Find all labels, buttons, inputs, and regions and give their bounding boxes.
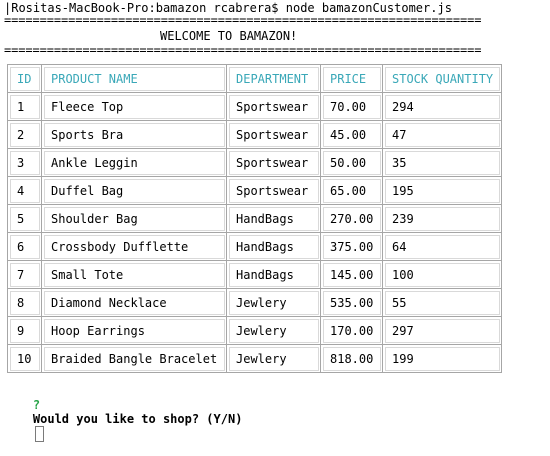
- header-stock-quantity: STOCK QUANTITY: [382, 64, 502, 93]
- cell-stock-quantity: 199: [382, 344, 502, 373]
- cell-id: 6: [7, 232, 42, 261]
- shop-question-text: Would you like to shop? (Y/N): [32, 412, 243, 426]
- cell-product-name: Crossbody Dufflette: [41, 232, 227, 261]
- cell-stock-quantity: 239: [382, 204, 502, 233]
- cell-product-name: Ankle Leggin: [41, 148, 227, 177]
- cell-price: 375.00: [320, 232, 383, 261]
- cell-product-name: Small Tote: [41, 260, 227, 289]
- cell-price: 535.00: [320, 288, 383, 317]
- cell-id: 7: [7, 260, 42, 289]
- table-row: 9 Hoop Earrings Jewlery 170.00 297: [7, 316, 502, 345]
- cell-id: 10: [7, 344, 42, 373]
- cell-price: 65.00: [320, 176, 383, 205]
- header-department: DEPARTMENT: [226, 64, 321, 93]
- cell-department: Sportswear: [226, 148, 321, 177]
- table-row: 8 Diamond Necklace Jewlery 535.00 55: [7, 288, 502, 317]
- cell-product-name: Braided Bangle Bracelet: [41, 344, 227, 373]
- table-row: 4 Duffel Bag Sportswear 65.00 195: [7, 176, 502, 205]
- cell-id: 1: [7, 92, 42, 121]
- text-cursor[interactable]: [34, 426, 44, 442]
- cell-price: 818.00: [320, 344, 383, 373]
- table-row: 1 Fleece Top Sportswear 70.00 294: [7, 92, 502, 121]
- header-price: PRICE: [320, 64, 383, 93]
- table-body: 1 Fleece Top Sportswear 70.00 294 2 Sports Bra…: [7, 92, 502, 373]
- cell-stock-quantity: 55: [382, 288, 502, 317]
- cell-department: Jewlery: [226, 344, 321, 373]
- cell-department: Sportswear: [226, 92, 321, 121]
- cell-stock-quantity: 47: [382, 120, 502, 149]
- cell-product-name: Diamond Necklace: [41, 288, 227, 317]
- products-table: ID PRODUCT NAME DEPARTMENT PRICE STOCK Q…: [7, 64, 502, 373]
- separator-top: ========================================…: [4, 13, 482, 27]
- table-row: 10 Braided Bangle Bracelet Jewlery 818.00 19…: [7, 344, 502, 373]
- cell-department: Jewlery: [226, 288, 321, 317]
- cell-stock-quantity: 64: [382, 232, 502, 261]
- cell-price: 50.00: [320, 148, 383, 177]
- header-product-name: PRODUCT NAME: [41, 64, 227, 93]
- shell-command-line: |Rositas-MacBook-Pro:bamazon rcabrera$ n…: [4, 1, 452, 15]
- table-row: 2 Sports Bra Sportswear 45.00 47: [7, 120, 502, 149]
- cell-product-name: Shoulder Bag: [41, 204, 227, 233]
- cell-stock-quantity: 297: [382, 316, 502, 345]
- cell-stock-quantity: 195: [382, 176, 502, 205]
- table-row: 7 Small Tote HandBags 145.00 100: [7, 260, 502, 289]
- question-mark: ?: [32, 398, 41, 412]
- cell-price: 145.00: [320, 260, 383, 289]
- cell-price: 45.00: [320, 120, 383, 149]
- cell-product-name: Hoop Earrings: [41, 316, 227, 345]
- cell-department: Sportswear: [226, 120, 321, 149]
- cell-price: 70.00: [320, 92, 383, 121]
- shop-prompt[interactable]: ? Would you like to shop? (Y/N): [4, 384, 242, 456]
- cell-price: 270.00: [320, 204, 383, 233]
- cell-product-name: Fleece Top: [41, 92, 227, 121]
- cell-product-name: Duffel Bag: [41, 176, 227, 205]
- cell-id: 2: [7, 120, 42, 149]
- table-row: 5 Shoulder Bag HandBags 270.00 239: [7, 204, 502, 233]
- cell-stock-quantity: 35: [382, 148, 502, 177]
- cell-department: Jewlery: [226, 316, 321, 345]
- cell-stock-quantity: 294: [382, 92, 502, 121]
- cell-id: 4: [7, 176, 42, 205]
- separator-bottom: ========================================…: [4, 43, 482, 57]
- table-row: 3 Ankle Leggin Sportswear 50.00 35: [7, 148, 502, 177]
- cell-id: 9: [7, 316, 42, 345]
- cell-department: Sportswear: [226, 176, 321, 205]
- cell-department: HandBags: [226, 232, 321, 261]
- cell-price: 170.00: [320, 316, 383, 345]
- cell-department: HandBags: [226, 204, 321, 233]
- header-id: ID: [7, 64, 42, 93]
- cell-product-name: Sports Bra: [41, 120, 227, 149]
- cell-stock-quantity: 100: [382, 260, 502, 289]
- welcome-banner: WELCOME TO BAMAZON!: [160, 29, 298, 43]
- cell-id: 8: [7, 288, 42, 317]
- table-row: 6 Crossbody Dufflette HandBags 375.00 64: [7, 232, 502, 261]
- table-header-row: ID PRODUCT NAME DEPARTMENT PRICE STOCK Q…: [7, 64, 502, 93]
- cell-id: 5: [7, 204, 42, 233]
- cell-department: HandBags: [226, 260, 321, 289]
- cell-id: 3: [7, 148, 42, 177]
